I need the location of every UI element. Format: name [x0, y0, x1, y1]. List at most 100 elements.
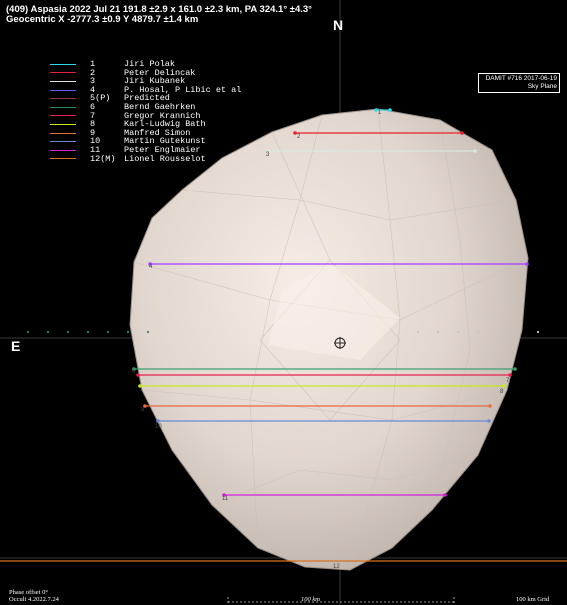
- chord-endpoint: [266, 149, 270, 153]
- legend-swatch: [50, 141, 76, 143]
- chord-endpoint: [388, 108, 392, 112]
- legend-observer-name: Bernd Gaehrken: [124, 101, 196, 112]
- legend-entry: 10 Martin Gutekunst: [50, 137, 241, 146]
- legend-number: 6: [90, 101, 96, 112]
- north-label: N: [333, 17, 344, 33]
- fit-dot: [456, 330, 460, 334]
- chord-endpoint: [513, 367, 517, 371]
- legend-entry: 2 Peter Delincak: [50, 67, 241, 78]
- legend-number: 12(M): [90, 153, 116, 164]
- legend-observer-name: Jiri Polak: [124, 59, 176, 69]
- chord-label-10: 10: [155, 424, 162, 430]
- fit-dot: [476, 330, 480, 334]
- legend-entry: 6 Bernd Gaehrken: [50, 103, 241, 112]
- scale-bar: [227, 597, 455, 605]
- fit-dots: [26, 330, 540, 334]
- legend-swatch: [50, 72, 76, 74]
- chord-endpoint: [293, 131, 297, 135]
- scale-bar-label: 100 km: [301, 596, 320, 603]
- observer-legend: 1 Jiri Polak 2 Peter Delincak 3 Jiri Kubanek 4…: [50, 60, 241, 163]
- chord-endpoint: [374, 108, 378, 112]
- damit-model-id: DAMIT #716 2017-06-19: [485, 75, 557, 82]
- chord-label-2: 2: [297, 134, 301, 140]
- fit-dot: [46, 330, 50, 334]
- legend-number: 9: [90, 127, 96, 138]
- fit-dot: [516, 330, 520, 334]
- legend-swatch: [50, 158, 76, 160]
- legend-entry: 1 Jiri Polak: [50, 60, 241, 69]
- legend-swatch: [50, 63, 76, 65]
- fit-dot: [66, 330, 70, 334]
- fit-dot: [146, 330, 150, 334]
- legend-entry: 8 Karl-Ludwig Bath: [50, 120, 241, 129]
- fit-dot: [436, 330, 440, 334]
- legend-observer-name: Martin Gutekunst: [124, 136, 206, 147]
- chord-label-9: 9: [141, 407, 145, 413]
- legend-observer-name: Lionel Rousselot: [124, 153, 206, 164]
- chord-label-4: 4: [149, 264, 153, 270]
- chord-endpoint: [443, 493, 447, 497]
- phase-offset-label: Phase offset 0°: [9, 589, 48, 596]
- chord-label-8: 8: [500, 389, 504, 395]
- chord-endpoint: [487, 419, 491, 423]
- legend-swatch: [50, 98, 76, 100]
- fit-dot: [126, 330, 130, 334]
- chord-label-7: 7: [506, 378, 510, 384]
- software-version-label: Occult 4.2022.7.24: [9, 596, 59, 603]
- fit-dot: [496, 330, 500, 334]
- chord-endpoint: [143, 404, 147, 408]
- legend-swatch: [50, 115, 76, 117]
- shape-highlight: [268, 262, 400, 360]
- legend-observer-name: P. Hosal, P Libic et al: [124, 84, 242, 95]
- chord-endpoint: [488, 404, 492, 408]
- legend-number: 1: [90, 59, 96, 69]
- legend-number: 5(P): [90, 93, 111, 104]
- grid-size-label: 100 km Grid: [516, 596, 550, 603]
- chord-label-1: 1: [378, 110, 382, 116]
- chord-endpoint: [508, 373, 512, 377]
- damit-model-box: DAMIT #716 2017-06-19 Sky Plane: [478, 73, 560, 93]
- legend-observer-name: Peter Delincak: [124, 67, 196, 78]
- fit-dot: [26, 330, 30, 334]
- chord-label-12: 12: [333, 564, 340, 570]
- chord-endpoint: [156, 419, 160, 423]
- legend-number: 4: [90, 84, 96, 95]
- legend-observer-name: Manfred Simon: [124, 127, 191, 138]
- legend-swatch: [50, 80, 76, 82]
- chord-label-3: 3: [266, 152, 270, 158]
- legend-number: 8: [90, 119, 96, 130]
- legend-entry: 9 Manfred Simon: [50, 129, 241, 138]
- chord-endpoint: [138, 384, 142, 388]
- chord-endpoint: [502, 384, 506, 388]
- legend-number: 11: [90, 144, 101, 155]
- chord-endpoint: [525, 262, 529, 266]
- center-marker: [334, 337, 346, 349]
- legend-number: 2: [90, 67, 96, 78]
- legend-swatch: [50, 132, 76, 134]
- legend-entry: 7 Gregor Krannich: [50, 110, 241, 121]
- chord-endpoint: [132, 367, 136, 371]
- legend-entry: 3 Jiri Kubanek: [50, 77, 241, 86]
- legend-swatch: [50, 89, 76, 91]
- legend-swatch: [50, 123, 76, 125]
- legend-number: 3: [90, 76, 96, 87]
- legend-entry: 12(M) Lionel Rousselot: [50, 153, 241, 164]
- legend-swatch: [50, 149, 76, 151]
- legend-observer-name: Gregor Krannich: [124, 110, 201, 121]
- chord-endpoint: [136, 373, 140, 377]
- legend-entry: 11 Peter Englmaier: [50, 146, 241, 155]
- fit-dot: [536, 330, 540, 334]
- header-line-2: Geocentric X -2777.3 ±0.9 Y 4879.7 ±1.4 …: [6, 14, 199, 25]
- fit-dot: [86, 330, 90, 334]
- east-label: E: [11, 338, 21, 354]
- chord-lines: [0, 108, 567, 562]
- legend-number: 7: [90, 110, 96, 121]
- legend-entry: 5(P) Predicted: [50, 94, 241, 103]
- chord-endpoint: [460, 131, 464, 135]
- fit-dot: [416, 330, 420, 334]
- legend-observer-name: Predicted: [124, 93, 170, 104]
- chord-label-11: 11: [222, 496, 229, 502]
